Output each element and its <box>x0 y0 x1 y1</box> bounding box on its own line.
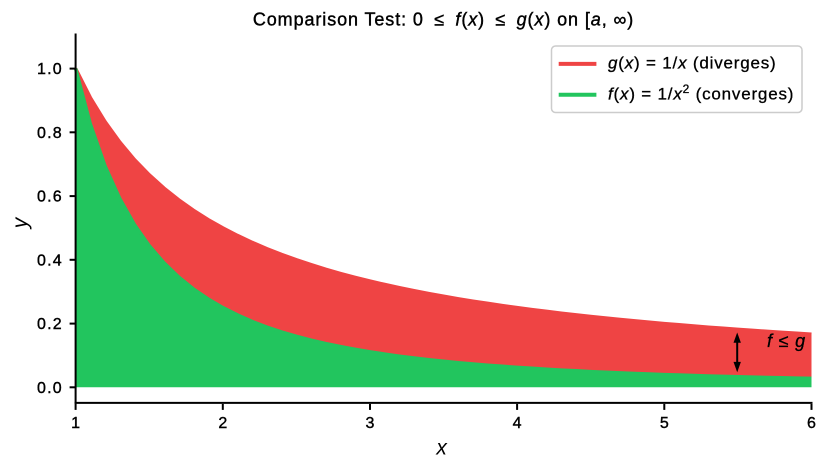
svg-text:5: 5 <box>660 415 669 432</box>
svg-text:0.8: 0.8 <box>37 125 63 142</box>
svg-text:g(x) = 1/x (diverges): g(x) = 1/x (diverges) <box>608 53 776 72</box>
svg-text:f ≤ g: f ≤ g <box>767 331 806 351</box>
svg-text:4: 4 <box>513 415 522 432</box>
svg-text:Comparison Test: 0 ≤ f(x) ≤: Comparison Test: 0 ≤ f(x) ≤ g(x) on [a, … <box>253 10 634 30</box>
svg-text:x: x <box>435 437 448 460</box>
svg-text:1.0: 1.0 <box>37 61 63 78</box>
svg-text:2: 2 <box>218 415 227 432</box>
svg-text:0.4: 0.4 <box>37 252 63 269</box>
svg-text:6: 6 <box>807 415 816 432</box>
svg-text:y: y <box>9 216 32 230</box>
svg-text:0.0: 0.0 <box>37 380 63 397</box>
svg-text:0.2: 0.2 <box>37 316 63 333</box>
svg-text:1: 1 <box>71 415 80 432</box>
svg-text:0.6: 0.6 <box>37 189 63 206</box>
svg-text:f(x) = 1/x2 (converges): f(x) = 1/x2 (converges) <box>608 82 794 104</box>
svg-text:3: 3 <box>366 415 375 432</box>
